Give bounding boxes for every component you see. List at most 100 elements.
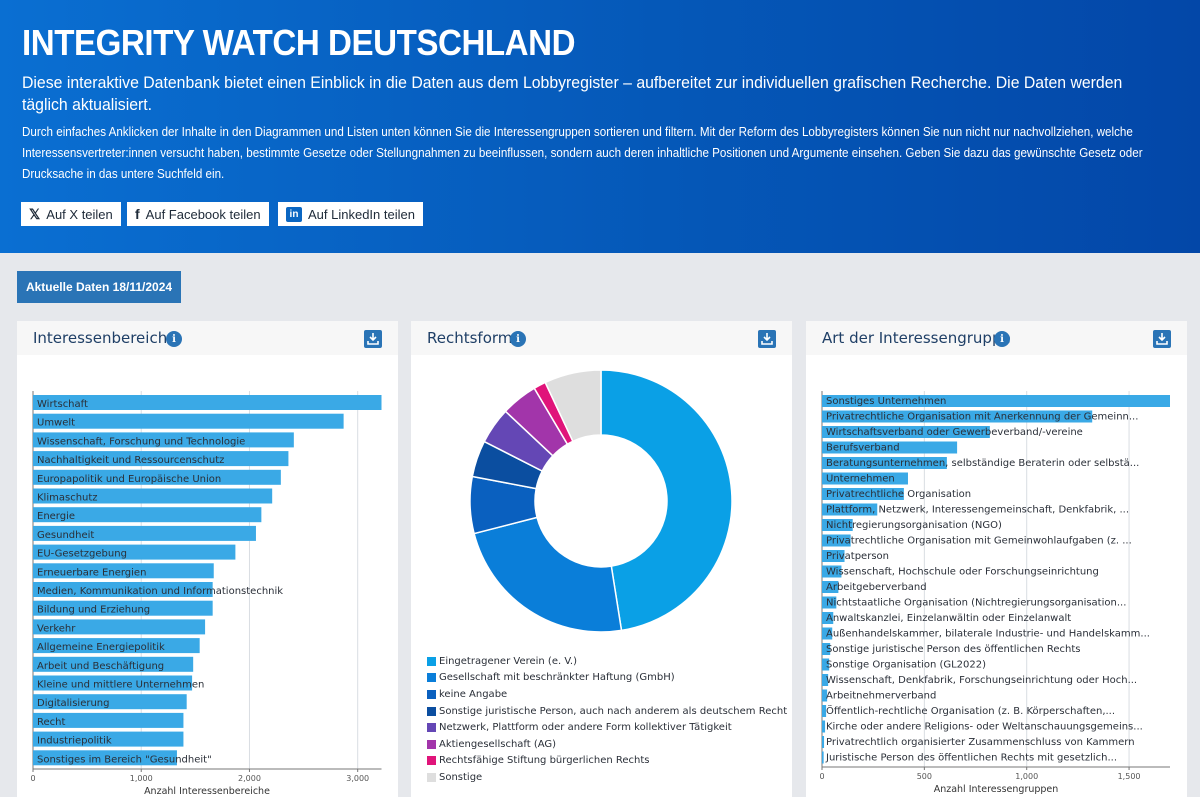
bar-label[interactable]: Arbeit und Beschäftigung — [37, 661, 164, 672]
bar[interactable] — [33, 395, 382, 410]
bar-label[interactable]: Arbeitnehmerverband — [826, 691, 936, 702]
legend-item[interactable]: Aktiengesellschaft (AG) — [427, 736, 787, 753]
bar[interactable] — [822, 736, 825, 748]
bar-label[interactable]: Wirtschaftsverband oder Gewerbeverband/-… — [826, 427, 1083, 438]
bar[interactable] — [822, 503, 878, 516]
share-x-button[interactable]: 𝕏 Auf X teilen — [21, 202, 121, 226]
bar-label[interactable]: Privatrechtliche Organisation mit Gemein… — [826, 536, 1132, 547]
bar[interactable] — [822, 426, 990, 438]
legend-item[interactable]: Sonstige juristische Person, auch nach a… — [427, 703, 787, 720]
bar-label[interactable]: Wissenschaft, Denkfabrik, Forschungseinr… — [826, 675, 1137, 686]
bar-label[interactable]: Industriepolitik — [37, 736, 112, 747]
bar[interactable] — [33, 507, 262, 523]
bar-label[interactable]: Wirtschaft — [37, 399, 88, 410]
share-linkedin-button[interactable]: in Auf LinkedIn teilen — [278, 202, 423, 226]
info-icon[interactable]: i — [166, 331, 182, 347]
legend-item[interactable]: Sonstige — [427, 769, 787, 786]
bar[interactable] — [822, 410, 1093, 423]
bar-label[interactable]: Wissenschaft, Hochschule oder Forschungs… — [826, 567, 1099, 578]
bar-label[interactable]: Klimaschutz — [37, 493, 98, 504]
bar[interactable] — [33, 488, 273, 504]
bar[interactable] — [33, 619, 206, 635]
bar-label[interactable]: Gesundheit — [37, 530, 94, 541]
info-icon[interactable]: i — [994, 331, 1010, 347]
bar[interactable] — [33, 675, 193, 691]
bar-label[interactable]: Unternehmen — [826, 474, 895, 485]
bar[interactable] — [33, 413, 344, 429]
bar[interactable] — [822, 395, 1170, 407]
bar[interactable] — [822, 674, 829, 686]
bar[interactable] — [33, 712, 184, 728]
bar-label[interactable]: Öffentlich-rechtliche Organisation (z. B… — [826, 704, 1115, 717]
current-data-button[interactable]: Aktuelle Daten 18/11/2024 — [17, 271, 181, 303]
bar-label[interactable]: Wissenschaft, Forschung und Technologie — [37, 436, 245, 447]
bar-label[interactable]: Berufsverband — [826, 443, 900, 454]
bar-label[interactable]: Privatrechtliche Organisation mit Anerke… — [826, 412, 1138, 423]
bar[interactable] — [822, 534, 851, 547]
bar-label[interactable]: Sonstige Organisation (GL2022) — [826, 660, 986, 671]
bar[interactable] — [822, 627, 833, 640]
bar-label[interactable]: Allgemeine Energiepolitik — [37, 642, 165, 653]
bar-label[interactable]: Bildung und Erziehung — [37, 605, 150, 616]
bar[interactable] — [822, 751, 824, 764]
download-icon[interactable] — [758, 330, 776, 348]
bar-label[interactable]: Kleine und mittlere Unternehmen — [37, 680, 204, 691]
bar[interactable] — [822, 658, 830, 671]
info-icon[interactable]: i — [510, 331, 526, 347]
download-icon[interactable] — [1153, 330, 1171, 348]
bar-label[interactable]: Juristische Person des öffentlichen Rech… — [825, 753, 1117, 764]
bar[interactable] — [822, 720, 826, 733]
bar-label[interactable]: Sonstige juristische Person des öffentli… — [826, 644, 1080, 655]
bar-label[interactable]: Europapolitik und Europäische Union — [37, 474, 221, 485]
bar-label[interactable]: Nichtstaatliche Organisation (Nichtregie… — [826, 598, 1126, 609]
bar[interactable] — [822, 596, 837, 609]
bar[interactable] — [822, 519, 853, 531]
bar[interactable] — [822, 612, 834, 624]
share-facebook-button[interactable]: f Auf Facebook teilen — [127, 202, 269, 226]
bar-label[interactable]: Privatrechtlich organisierter Zusammensc… — [826, 737, 1135, 748]
legend-item[interactable]: Gesellschaft mit beschränkter Haftung (G… — [427, 670, 787, 687]
donut-slice[interactable] — [544, 369, 602, 443]
bar[interactable] — [822, 705, 827, 717]
bar-label[interactable]: Außenhandelskammer, bilaterale Industrie… — [826, 629, 1150, 640]
legend-item[interactable]: Eingetragener Verein (e. V.) — [427, 653, 787, 670]
bar-label[interactable]: Medien, Kommunikation und Informationste… — [37, 586, 283, 597]
bar[interactable] — [33, 600, 213, 616]
bar-label[interactable]: Privatrechtliche Organisation — [826, 489, 971, 500]
bar[interactable] — [33, 432, 294, 448]
bar-label[interactable]: Nichtregierungsorganisation (NGO) — [826, 520, 1002, 531]
bar-label[interactable]: Recht — [37, 717, 65, 728]
bar-label[interactable]: Plattform, Netzwerk, Interessengemeinsch… — [826, 505, 1129, 516]
bar[interactable] — [33, 731, 184, 747]
bar[interactable] — [33, 544, 236, 560]
bar[interactable] — [33, 451, 289, 467]
bar-label[interactable]: Energie — [37, 511, 75, 522]
bar[interactable] — [33, 638, 200, 654]
bar[interactable] — [822, 441, 958, 454]
bar[interactable] — [822, 581, 839, 593]
bar-label[interactable]: Privatperson — [826, 551, 889, 562]
legend-item[interactable]: keine Angabe — [427, 686, 787, 703]
bar[interactable] — [822, 550, 845, 562]
bar[interactable] — [33, 525, 256, 541]
bar-label[interactable]: Umwelt — [37, 418, 75, 429]
legend-item[interactable]: Netzwerk, Plattform oder andere Form kol… — [427, 719, 787, 736]
bar-label[interactable]: Digitalisierung — [37, 698, 110, 709]
bar[interactable] — [33, 563, 214, 579]
bar-label[interactable]: Sonstiges Unternehmen — [826, 396, 946, 407]
bar[interactable] — [33, 469, 281, 485]
bar-label[interactable]: Beratungsunternehmen, selbständige Berat… — [826, 458, 1139, 469]
bar-label[interactable]: Erneuerbare Energien — [37, 567, 146, 578]
bar-label[interactable]: Nachhaltigkeit und Ressourcenschutz — [37, 455, 224, 466]
bar[interactable] — [822, 689, 828, 702]
bar-label[interactable]: Arbeitgeberverband — [826, 582, 927, 593]
bar-label[interactable]: EU-Gesetzgebung — [37, 549, 127, 560]
bar-label[interactable]: Kirche oder andere Religions- oder Welta… — [826, 722, 1143, 733]
bar-label[interactable]: Verkehr — [37, 623, 76, 634]
bar-label[interactable]: Sonstiges im Bereich "Gesundheit" — [37, 754, 212, 765]
bar[interactable] — [822, 472, 908, 485]
bar[interactable] — [33, 656, 194, 672]
bar[interactable] — [822, 565, 842, 578]
download-icon[interactable] — [364, 330, 382, 348]
legend-item[interactable]: Rechtsfähige Stiftung bürgerlichen Recht… — [427, 753, 787, 770]
